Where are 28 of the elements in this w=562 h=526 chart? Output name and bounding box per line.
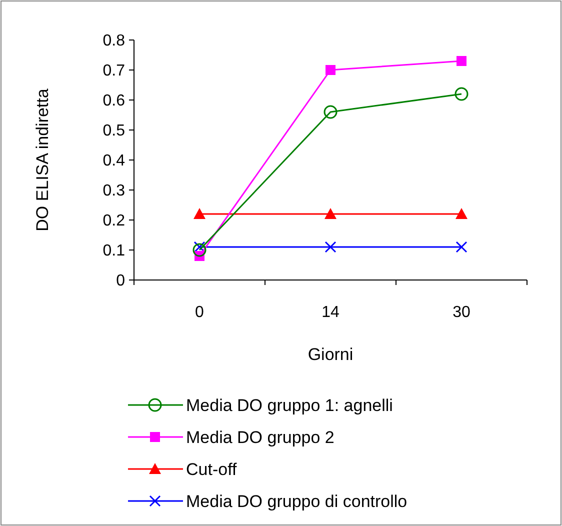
point [454,87,468,101]
point [324,241,336,253]
legend-label: Media DO gruppo 2 [186,428,334,447]
y-tick-label: 0 [116,272,126,290]
y-tick-label: 0.7 [102,62,126,80]
point [456,208,468,219]
point [456,56,466,66]
y-tick-label: 0.8 [102,32,126,50]
y-axis-title: DO ELISA indiretta [33,88,52,232]
y-tick-label: 0.4 [102,152,126,170]
x-tick-label: 30 [452,304,470,321]
x-tick-label: 0 [195,304,204,321]
y-tick-label: 0.5 [102,122,126,140]
y-tick-label: 0.3 [102,182,126,200]
point [192,243,206,257]
legend-label: Media DO gruppo 1: agnelli [186,396,393,415]
legend-label: Media DO gruppo di controllo [186,492,408,511]
point [324,105,338,119]
x-axis-title: Giorni [308,345,354,364]
point [324,208,336,219]
x-tick-label: 14 [322,304,340,321]
point [326,65,336,75]
point [456,241,468,253]
y-tick-label: 0.1 [102,242,126,260]
y-tick-label: 0.2 [102,212,126,230]
point [194,208,206,219]
y-tick-label: 0.6 [102,92,126,110]
legend-label: Cut-off [186,460,237,479]
